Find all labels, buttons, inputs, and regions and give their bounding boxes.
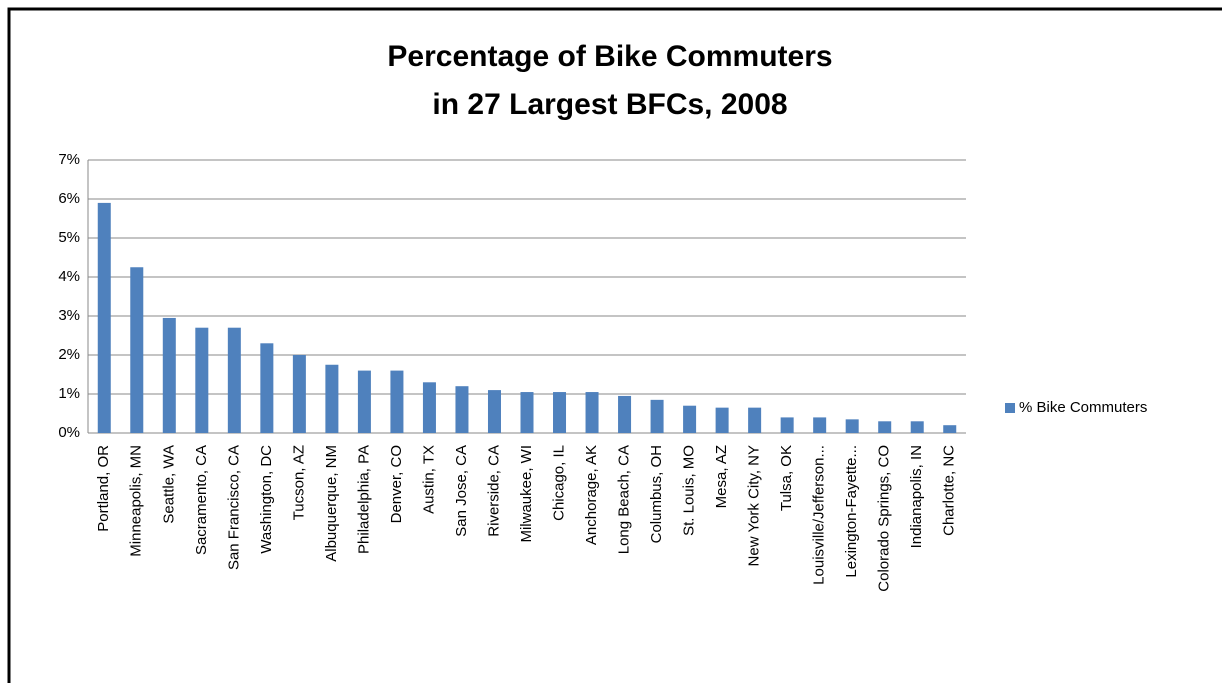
y-tick-label: 2% (58, 346, 80, 363)
bar (390, 370, 404, 433)
x-tick-label: Columbus, OH (648, 445, 665, 543)
chart-title: Percentage of Bike Commuters (387, 40, 832, 73)
x-tick-label: Minneapolis, MN (128, 445, 145, 557)
y-tick-label: 7% (58, 151, 80, 168)
x-tick-label: Mesa, AZ (713, 445, 730, 508)
bar (422, 382, 436, 433)
x-tick-label: Louisville/Jefferson... (811, 445, 828, 585)
bar (943, 425, 957, 433)
y-tick-label: 3% (58, 307, 80, 324)
y-tick-label: 6% (58, 190, 80, 207)
x-tick-label: Lexington-Fayette... (843, 445, 860, 578)
y-tick-label: 1% (58, 385, 80, 402)
bar (97, 202, 111, 433)
legend-swatch (1005, 403, 1015, 413)
x-tick-label: Albuquerque, NM (323, 445, 340, 562)
x-tick-label: Tucson, AZ (290, 445, 307, 520)
x-tick-label: Chicago, IL (550, 445, 567, 521)
bar (520, 392, 534, 433)
chart-frame (7, 7, 1222, 683)
bar (845, 419, 859, 433)
bar (195, 327, 209, 433)
x-tick-label: San Francisco, CA (225, 445, 242, 570)
x-tick-label: Charlotte, NC (941, 445, 958, 536)
bar (780, 417, 794, 433)
bar (292, 355, 306, 433)
x-tick-label: Indianapolis, IN (908, 445, 925, 548)
x-tick-label: Denver, CO (388, 445, 405, 523)
bar (130, 267, 144, 433)
bar (357, 370, 371, 433)
bar (553, 392, 567, 433)
bar (813, 417, 827, 433)
bar (878, 421, 892, 433)
x-tick-label: Philadelphia, PA (355, 445, 372, 554)
x-tick-label: Long Beach, CA (616, 445, 633, 554)
x-tick-label: New York City, NY (746, 445, 763, 566)
legend-label: % Bike Commuters (1019, 399, 1147, 416)
bar (748, 407, 762, 433)
x-tick-label: Tulsa, OK (778, 445, 795, 511)
bar (650, 399, 664, 433)
bar (325, 364, 339, 433)
y-tick-label: 5% (58, 229, 80, 246)
x-tick-label: Austin, TX (420, 445, 437, 514)
x-tick-label: Seattle, WA (160, 445, 177, 524)
chart-subtitle: in 27 Largest BFCs, 2008 (432, 88, 787, 121)
y-tick-label: 4% (58, 268, 80, 285)
x-tick-label: Washington, DC (258, 445, 275, 554)
x-tick-label: Milwaukee, WI (518, 445, 535, 543)
bar (455, 386, 469, 433)
bar (260, 343, 274, 433)
x-tick-label: St. Louis, MO (681, 445, 698, 536)
y-tick-label: 0% (58, 424, 80, 441)
x-tick-label: San Jose, CA (453, 445, 470, 537)
bar (618, 395, 632, 433)
x-tick-label: Sacramento, CA (193, 445, 210, 555)
bar (910, 421, 924, 433)
bar (487, 390, 501, 433)
x-tick-label: Anchorage, AK (583, 445, 600, 545)
bar (227, 327, 241, 433)
bar (715, 407, 729, 433)
x-tick-label: Riverside, CA (485, 445, 502, 537)
bar (683, 405, 697, 433)
bar (162, 317, 176, 433)
bar (585, 392, 599, 433)
x-tick-label: Colorado Springs, CO (876, 445, 893, 592)
x-tick-label: Portland, OR (95, 445, 112, 532)
